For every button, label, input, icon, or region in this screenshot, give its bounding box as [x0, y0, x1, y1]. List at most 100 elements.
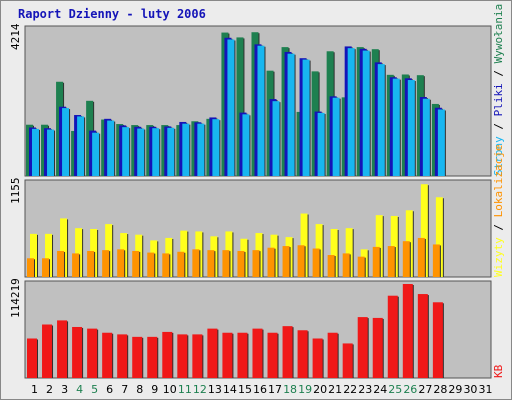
bar-kb: [342, 343, 353, 378]
bottom-bars: [27, 284, 444, 378]
x-label-day: 12: [193, 383, 207, 396]
legend-text: Wizyty / Lokalizacje: [492, 145, 505, 277]
bar-strony: [407, 80, 415, 176]
top-legend: Strony / Pliki / Wywołania: [492, 4, 505, 176]
bar-strony: [242, 114, 250, 176]
bar-kb: [357, 317, 368, 378]
bar-strony: [47, 129, 55, 176]
bar-lokalizacje: [42, 258, 50, 277]
x-label-day: 17: [268, 383, 282, 396]
bottom-legend: KB: [492, 364, 505, 378]
bar-lokalizacje: [147, 252, 155, 277]
x-label-day: 30: [463, 383, 477, 396]
bar-wizyty: [75, 228, 83, 277]
bar-strony: [437, 109, 445, 176]
bar-strony: [332, 97, 340, 176]
x-label-day: 31: [478, 383, 492, 396]
x-label-day: 23: [358, 383, 372, 396]
bar-strony: [137, 128, 145, 176]
chart-title: Raport Dzienny - luty 2006: [18, 7, 206, 21]
bar-kb: [102, 332, 113, 378]
x-label-day: 19: [298, 383, 312, 396]
top-bars: [26, 32, 446, 177]
bar-lokalizacje: [372, 246, 380, 277]
bar-strony: [347, 48, 355, 176]
x-label-day: 11: [178, 383, 192, 396]
x-label-day: 21: [328, 383, 342, 396]
bar-wizyty: [345, 228, 353, 277]
bar-strony: [32, 128, 39, 176]
x-label-day: 5: [91, 383, 98, 396]
top-max-label: 4214: [9, 23, 22, 50]
x-label-day: 15: [238, 383, 252, 396]
bar-kb: [327, 332, 338, 378]
bar-lokalizacje: [267, 247, 275, 277]
bar-strony: [122, 127, 130, 176]
legend-item: Strony: [492, 136, 505, 176]
bar-strony: [92, 132, 100, 176]
bar-lokalizacje: [237, 250, 245, 277]
bar-wizyty: [435, 197, 443, 277]
legend-text: KB: [492, 364, 505, 378]
legend-item: KB: [492, 364, 505, 378]
x-label-day: 13: [208, 383, 222, 396]
bar-wizyty: [420, 184, 428, 277]
middle-bars: [27, 184, 444, 277]
bar-kb: [267, 332, 278, 378]
x-label-day: 6: [106, 383, 113, 396]
legend-item: Pliki: [492, 83, 505, 116]
x-label-day: 24: [373, 383, 387, 396]
bar-kb: [192, 334, 203, 378]
bar-strony: [152, 128, 160, 176]
middle-max-label: 1155: [9, 178, 22, 205]
bar-lokalizacje: [297, 245, 305, 277]
x-label-day: 4: [76, 383, 83, 396]
middle-legend: Wizyty / Lokalizacje: [492, 145, 505, 277]
bar-strony: [302, 59, 310, 176]
legend-text: Strony / Pliki / Wywołania: [492, 4, 505, 176]
bar-lokalizacje: [117, 249, 125, 277]
bar-kb: [222, 332, 233, 378]
bar-lokalizacje: [132, 250, 140, 277]
bar-kb: [177, 334, 188, 378]
bar-lokalizacje: [192, 249, 200, 277]
bar-kb: [27, 338, 37, 378]
x-label-day: 8: [136, 383, 143, 396]
bar-kb: [387, 295, 398, 378]
bar-wizyty: [330, 228, 338, 277]
bar-lokalizacje: [417, 237, 425, 277]
bar-kb: [162, 331, 173, 378]
x-label-day: 18: [283, 383, 297, 396]
x-label-day: 10: [163, 383, 177, 396]
bar-lokalizacje: [87, 250, 95, 277]
bar-strony: [182, 123, 190, 176]
bar-lokalizacje: [312, 248, 320, 277]
x-label-day: 27: [418, 383, 432, 396]
legend-item: Lokalizacje: [492, 145, 505, 218]
bar-wizyty: [30, 233, 37, 277]
x-label-day: 7: [121, 383, 128, 396]
bar-kb: [252, 328, 263, 378]
bar-strony: [317, 112, 325, 176]
bar-kb: [297, 330, 308, 378]
x-label-day: 29: [448, 383, 462, 396]
bar-lokalizacje: [252, 250, 260, 277]
bar-strony: [227, 39, 235, 176]
bar-wizyty: [375, 215, 383, 277]
bar-strony: [167, 127, 175, 176]
bar-lokalizacje: [207, 250, 215, 277]
bar-kb: [42, 324, 53, 378]
bar-strony: [362, 50, 370, 176]
bar-kb: [132, 336, 143, 378]
bar-strony: [212, 119, 220, 176]
bar-kb: [372, 317, 383, 378]
bar-kb: [237, 332, 248, 378]
bar-lokalizacje: [222, 250, 230, 277]
legend-item: Wizyty: [492, 237, 505, 277]
bottom-max-label: 114219: [9, 278, 22, 318]
x-label-day: 22: [343, 383, 357, 396]
x-label-day: 26: [403, 383, 417, 396]
bar-lokalizacje: [342, 253, 350, 277]
